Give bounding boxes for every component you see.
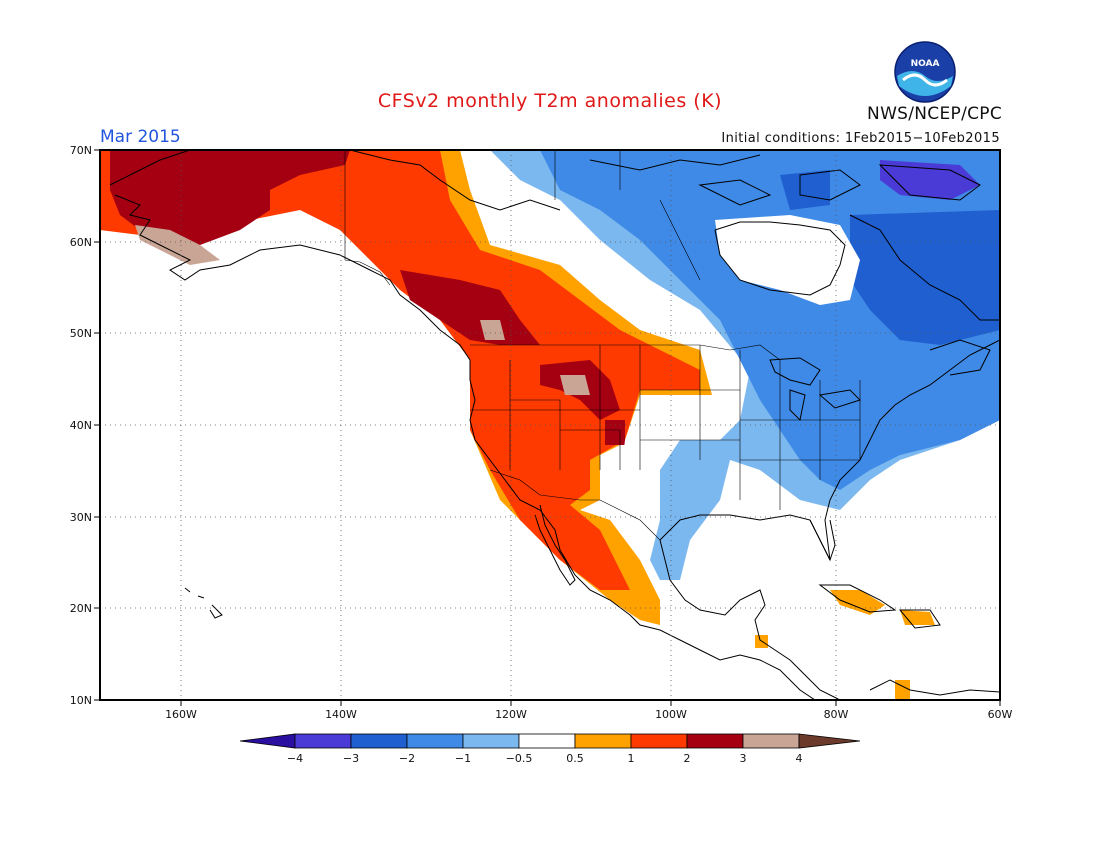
lat-label: 10N	[70, 694, 92, 707]
colorbar-swatch	[350, 733, 408, 749]
anomaly-2-3	[400, 270, 540, 345]
colorbar-swatch	[686, 733, 744, 749]
lon-label: 160W	[165, 708, 197, 721]
lon-label: 140W	[325, 708, 357, 721]
lon-label: 60W	[988, 708, 1013, 721]
anomaly-field	[100, 150, 1000, 700]
lat-labels: 70N 60N 50N 40N 30N 20N 10N	[70, 144, 92, 707]
lon-label: 80W	[824, 708, 849, 721]
colorbar-label: 0.5	[566, 752, 584, 765]
anomaly-2-3	[605, 420, 625, 445]
anomaly-2-3	[110, 150, 350, 245]
anomaly-1-2	[100, 150, 700, 590]
colorbar-swatch	[406, 733, 464, 749]
anomaly-neutral	[715, 215, 860, 305]
colorbar: −4 −3 −2 −1 −0.5 0.5 1 2 3 4	[239, 733, 861, 765]
colorbar-label: −3	[343, 752, 359, 765]
anomaly-0.5-1	[830, 590, 885, 615]
colorbar-label: 4	[796, 752, 803, 765]
anomaly-neg2-neg3	[780, 170, 830, 210]
lon-label: 120W	[495, 708, 527, 721]
colorbar-swatch	[574, 733, 632, 749]
colorbar-label: −0.5	[506, 752, 533, 765]
lon-label: 100W	[655, 708, 687, 721]
colorbar-label: 1	[628, 752, 635, 765]
lon-labels: 160W 140W 120W 100W 80W 60W	[165, 708, 1012, 721]
anomaly-0.5-1	[900, 610, 935, 625]
colorbar-high-arrow	[798, 733, 861, 749]
grid-lines	[100, 150, 1000, 700]
colorbar-swatch	[630, 733, 688, 749]
lat-label: 20N	[70, 602, 92, 615]
colorbar-label: −1	[455, 752, 471, 765]
anomaly-3-4	[560, 375, 590, 395]
colorbar-swatch	[518, 733, 576, 749]
colorbar-label: 2	[684, 752, 691, 765]
colorbar-swatch	[294, 733, 352, 749]
colorbar-swatch	[742, 733, 800, 749]
anomaly-neutral	[620, 395, 740, 500]
anomaly-3-4	[135, 225, 220, 265]
organization-label: NWS/NCEP/CPC	[867, 104, 1002, 124]
lat-label: 30N	[70, 511, 92, 524]
colorbar-low-arrow	[239, 733, 296, 749]
lat-label: 50N	[70, 327, 92, 340]
anomaly-neg2-neg3	[850, 210, 1000, 345]
colorbar-label: −2	[399, 752, 415, 765]
lat-label: 40N	[70, 419, 92, 432]
anomaly-3-4	[480, 320, 505, 340]
chart-title: CFSv2 monthly T2m anomalies (K)	[377, 90, 723, 112]
colorbar-label: −4	[287, 752, 303, 765]
anomaly-0.5-1	[895, 680, 910, 700]
initial-conditions: Initial conditions: 1Feb2015−10Feb2015	[721, 131, 1000, 146]
lat-label: 70N	[70, 144, 92, 157]
lat-label: 60N	[70, 236, 92, 249]
tick-marks	[94, 149, 1001, 706]
svg-text:NOAA: NOAA	[911, 59, 940, 69]
colorbar-label: 3	[740, 752, 747, 765]
political-borders	[344, 150, 861, 541]
forecast-month: Mar 2015	[100, 127, 181, 147]
noaa-logo-icon: NOAA	[894, 41, 956, 103]
colorbar-swatch	[462, 733, 520, 749]
